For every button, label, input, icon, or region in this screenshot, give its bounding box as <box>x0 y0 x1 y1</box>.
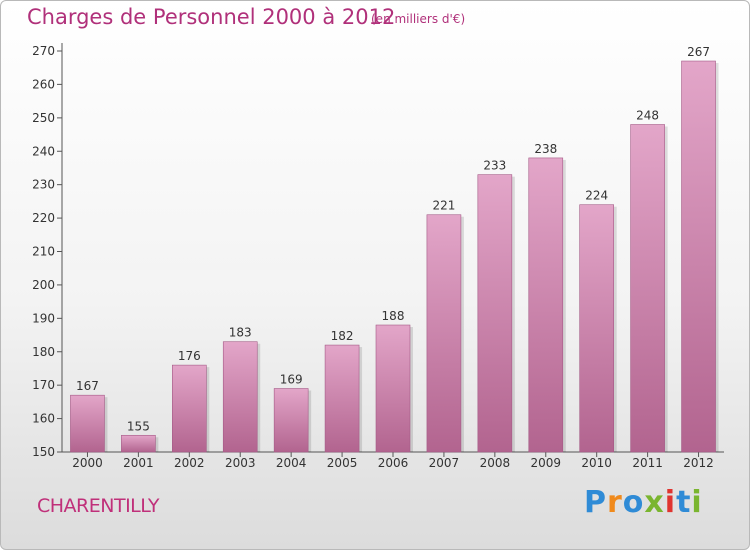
bars <box>70 60 719 453</box>
bar <box>273 388 309 453</box>
x-tick-label: 2008 <box>480 456 511 470</box>
logo-letter: o <box>622 485 645 520</box>
bar <box>528 157 564 453</box>
bar <box>426 214 462 453</box>
x-tick-label: 2010 <box>581 456 612 470</box>
x-tick-label: 2003 <box>225 456 256 470</box>
bar-value-label: 169 <box>280 373 303 387</box>
logo-letter: r <box>607 485 623 520</box>
bar <box>375 324 411 453</box>
bar-value-label: 238 <box>534 142 557 156</box>
y-tick-label: 220 <box>32 211 55 225</box>
logo-letter: i <box>664 485 677 520</box>
bar-value-label: 182 <box>331 329 354 343</box>
bar <box>70 394 105 453</box>
y-tick-label: 180 <box>32 345 55 359</box>
chart-title: Charges de Personnel 2000 à 2012 <box>27 5 396 29</box>
logo-letter: P <box>584 485 607 520</box>
bar-value-label: 155 <box>127 419 150 433</box>
bar <box>579 204 614 453</box>
x-tick-label: 2000 <box>72 456 103 470</box>
x-tick-label: 2002 <box>174 456 205 470</box>
bar-value-label: 267 <box>687 45 710 59</box>
x-tick-label: 2011 <box>632 456 663 470</box>
y-tick-label: 240 <box>32 144 55 158</box>
x-tick-label: 2001 <box>123 456 154 470</box>
y-tick-label: 190 <box>32 311 55 325</box>
bar-value-label: 248 <box>636 109 659 123</box>
y-tick-label: 260 <box>32 77 55 91</box>
logo-letter: x <box>644 485 665 520</box>
bar <box>121 434 156 453</box>
x-tick-label: 2012 <box>683 456 714 470</box>
bar <box>222 341 258 453</box>
bar-value-label: 224 <box>585 189 608 203</box>
axes: 150 160 170 180 190 200 210 220 230 240 250 260 270 <box>32 43 724 459</box>
y-tick-label: 200 <box>32 278 55 292</box>
y-tick-label: 210 <box>32 245 55 259</box>
x-tick-label: 2004 <box>276 456 307 470</box>
bar-value-label: 167 <box>76 379 99 393</box>
logo-letter: t <box>676 485 692 520</box>
x-tick-label: 2009 <box>530 456 561 470</box>
x-tick-label: 2006 <box>378 456 409 470</box>
y-tick-label: 160 <box>32 412 55 426</box>
bar-value-label: 183 <box>229 326 252 340</box>
labels: 167 2000 155 2001 176 2002 183 2003 169 2004 182 20… <box>72 45 714 470</box>
bar <box>477 174 513 453</box>
proxiti-logo: Proxiti <box>584 485 703 520</box>
commune-name: CHARENTILLY <box>37 495 159 517</box>
bar <box>681 60 716 453</box>
y-tick-label: 270 <box>32 44 55 58</box>
y-tick-label: 150 <box>32 445 55 459</box>
bar <box>324 344 360 453</box>
bar-value-label: 233 <box>483 159 506 173</box>
x-tick-label: 2007 <box>429 456 460 470</box>
y-tick-label: 230 <box>32 178 55 192</box>
logo-letter: i <box>691 485 703 520</box>
bar-value-label: 221 <box>432 199 455 213</box>
bar <box>172 364 207 453</box>
y-tick-label: 250 <box>32 111 55 125</box>
y-tick-label: 170 <box>32 378 55 392</box>
x-tick-label: 2005 <box>327 456 358 470</box>
chart-subtitle: (en milliers d'€) <box>371 12 466 26</box>
bar-value-label: 176 <box>178 349 201 363</box>
bar <box>630 124 665 453</box>
bar-value-label: 188 <box>382 309 405 323</box>
